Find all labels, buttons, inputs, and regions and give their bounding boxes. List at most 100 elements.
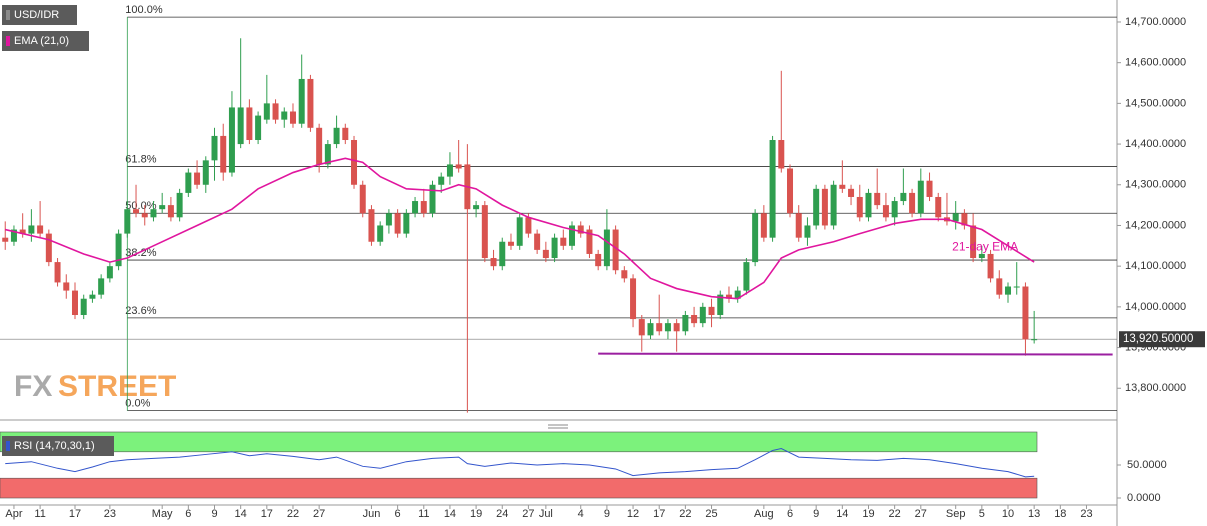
candle-body [19,229,26,234]
rsi-title: RSI (14,70,30,1) [14,440,95,452]
candle-body [577,225,584,234]
candle-body [185,172,192,193]
x-tick-label: 9 [604,508,610,520]
fib-label: 0.0% [125,398,150,410]
x-tick-label: 27 [522,508,534,520]
candle-body [455,164,462,169]
candle-body [37,225,44,234]
last-price-box [1119,331,1205,348]
x-tick-label: 6 [787,508,793,520]
candle-body [420,201,427,214]
candle-body [98,278,105,295]
y-tick-label: 0.0000 [1127,492,1161,504]
rsi-line [5,447,1035,478]
x-tick-label: 14 [836,508,848,520]
x-tick-label: 4 [578,508,584,520]
y-tick-label: 14,400.0000 [1125,138,1186,150]
candle-body [830,184,837,226]
candle-body [612,229,619,271]
x-tick-label: 19 [862,508,874,520]
candle-body [106,266,113,279]
candle-body [211,135,218,161]
panel-handle [548,424,568,429]
legend-box [2,31,89,51]
x-tick-label: 12 [627,508,639,520]
candle-body [10,229,17,242]
candle-body [359,184,366,214]
candle-body [412,201,419,214]
x-tick-label: 11 [34,508,45,520]
x-tick-label: 18 [1054,508,1066,520]
y-tick-label: 14,700.0000 [1125,16,1186,28]
candle-body [159,205,166,210]
x-tick-label: 22 [679,508,691,520]
candle-body [551,237,558,259]
candle-body [569,225,576,246]
x-tick-label: 25 [705,508,717,520]
candle-body [71,290,78,315]
candle-body [821,188,828,226]
candle-body [133,209,140,214]
x-tick-label: 17 [261,508,273,520]
x-tick-label: 17 [69,508,81,520]
x-tick-label: 9 [813,508,819,520]
candle-body [586,229,593,254]
fib-label: 100.0% [125,4,163,16]
candle-body [734,290,741,299]
candle-body [621,270,628,279]
y-tick-label: 14,600.0000 [1125,57,1186,69]
candle-body [708,306,715,315]
oversold-zone [0,477,1038,499]
x-tick-label: 23 [104,508,116,520]
candle-body [281,111,288,120]
y-tick-label: 14,200.0000 [1125,219,1186,231]
candle-body [882,205,889,218]
candle-body [691,315,698,324]
legend-label: EMA (21,0) [14,35,69,47]
candle-body [272,103,279,120]
candle-body [673,323,680,332]
candle-body [630,278,637,320]
candle-body [804,225,811,238]
candle-body [900,192,907,202]
candle-body [725,294,732,299]
candle-body [481,205,488,259]
candle-body [699,306,706,324]
candle-body [80,298,87,315]
y-tick-label: 14,500.0000 [1125,97,1186,109]
candle-body [874,192,881,206]
candle-body [438,176,445,185]
candle-body [167,205,174,218]
candle-body [394,213,401,234]
candle-body [342,127,349,140]
fib-label: 61.8% [125,153,156,165]
candle-body [316,127,323,165]
ema-line [5,157,1035,300]
candle-body [324,144,331,165]
x-tick-label: 19 [470,508,482,520]
fib-label: 50.0% [125,200,156,212]
candle-body [856,196,863,218]
candle-body [307,78,314,128]
last-price-label: 13,920.50000 [1123,333,1193,345]
x-tick-label: 27 [915,508,927,520]
x-tick-label: Aug [754,508,774,520]
candle-body [813,188,820,226]
candle-body [237,107,244,145]
watermark: FX [14,370,52,403]
candle-body [263,103,270,120]
candle-body [752,213,759,263]
candle-body [228,107,235,173]
candle-body [2,237,9,242]
y-tick-label: 14,100.0000 [1125,260,1186,272]
candle-body [525,217,532,234]
candle-body [970,225,977,259]
candle-body [490,258,497,267]
overbought-zone [0,431,1038,453]
x-tick-label: 14 [235,508,247,520]
candle-body [961,213,968,226]
legend-swatch [6,36,10,46]
watermark: STREET [58,370,176,403]
candle-body [664,323,671,332]
x-tick-label: 9 [211,508,217,520]
